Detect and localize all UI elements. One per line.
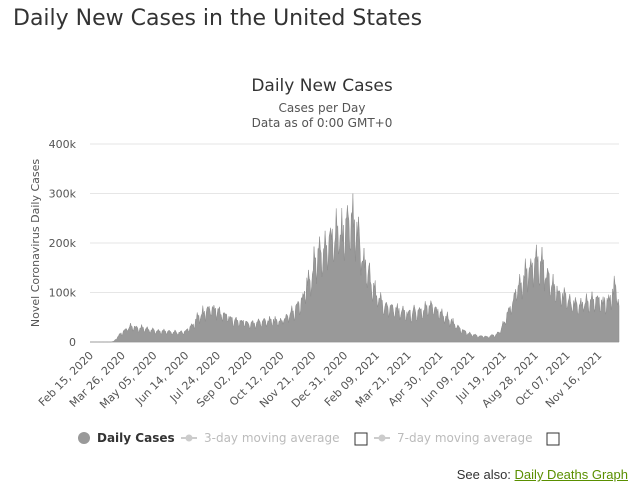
legend-3-day-marker-icon bbox=[185, 434, 193, 442]
y-tick-label: 300k bbox=[49, 188, 77, 201]
legend-3-day-label[interactable]: 3-day moving average bbox=[204, 431, 339, 445]
legend-7-day-marker-icon bbox=[378, 434, 386, 442]
legend: Daily Cases 3-day moving average 7-day mov… bbox=[78, 431, 560, 446]
y-tick-label: 200k bbox=[49, 237, 77, 250]
legend-3-day-checkbox[interactable] bbox=[354, 432, 368, 446]
legend-7-day-label[interactable]: 7-day moving average bbox=[397, 431, 532, 445]
y-axis-labels: 0 100k 200k 300k 400k bbox=[49, 138, 77, 349]
y-tick-label: 0 bbox=[69, 336, 76, 349]
plot-area bbox=[90, 193, 620, 343]
see-also: See also: Daily Deaths Graph bbox=[457, 467, 628, 482]
legend-7-day-checkbox[interactable] bbox=[546, 432, 560, 446]
see-also-label: See also: bbox=[456, 467, 511, 482]
daily-deaths-graph-link[interactable]: Daily Deaths Graph bbox=[514, 467, 628, 482]
legend-daily-cases-label[interactable]: Daily Cases bbox=[97, 431, 175, 445]
chart-subtitle-line-1: Cases per Day bbox=[279, 101, 366, 115]
daily-cases-area bbox=[90, 193, 620, 343]
chart-subtitle-line-2: Data as of 0:00 GMT+0 bbox=[252, 116, 393, 130]
x-tick-label: Nov 16, 2021 bbox=[543, 349, 604, 410]
daily-cases-chart: Daily New Cases Cases per Day Data as of… bbox=[29, 76, 620, 446]
legend-daily-cases-marker-icon bbox=[78, 432, 90, 444]
y-tick-label: 100k bbox=[49, 287, 77, 300]
chart-title: Daily New Cases bbox=[251, 76, 393, 96]
x-tick-label: Feb 15, 2020 bbox=[36, 349, 96, 409]
page-title: Daily New Cases in the United States bbox=[13, 6, 423, 31]
y-axis-title: Novel Coronavirus Daily Cases bbox=[29, 159, 42, 327]
y-tick-label: 400k bbox=[49, 138, 77, 151]
